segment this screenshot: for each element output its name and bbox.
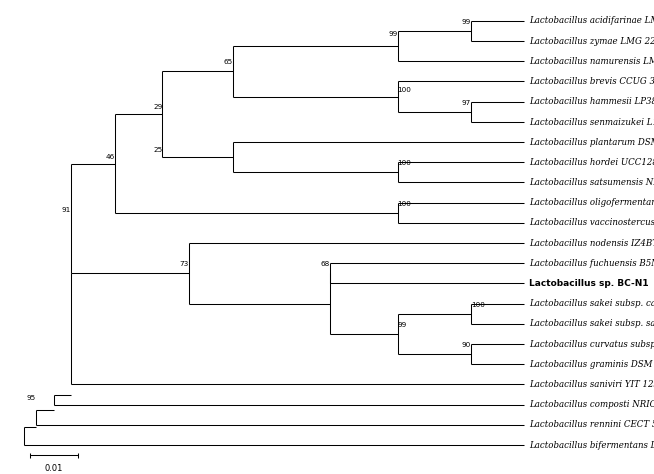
Text: 73: 73 [180, 261, 189, 267]
Text: Lactobacillus composti NRIC 0689T (AB268118): Lactobacillus composti NRIC 0689T (AB268… [528, 400, 654, 409]
Text: 91: 91 [62, 207, 71, 213]
Text: Lactobacillus bifermentans DSM 20003T (M58809): Lactobacillus bifermentans DSM 20003T (M… [528, 440, 654, 449]
Text: Lactobacillus oligofermentans AMKR18T (AY733084): Lactobacillus oligofermentans AMKR18T (A… [528, 198, 654, 207]
Text: 95: 95 [27, 394, 36, 401]
Text: Lactobacillus sakei subsp. sakei DSM 20017T (AY204893): Lactobacillus sakei subsp. sakei DSM 200… [528, 319, 654, 328]
Text: Lactobacillus satsumensis NRIC0604T (AB154519): Lactobacillus satsumensis NRIC0604T (AB1… [528, 178, 654, 187]
Text: 99: 99 [398, 322, 407, 328]
Text: 100: 100 [471, 301, 485, 308]
Text: Lactobacillus curvatus subsp. curvatus DSM 20019T (AY204894): Lactobacillus curvatus subsp. curvatus D… [528, 339, 654, 348]
Text: Lactobacillus plantarum DSM 20174T (X52653): Lactobacillus plantarum DSM 20174T (X526… [528, 137, 654, 146]
Text: Lactobacillus hordei UCC128T (EU074850): Lactobacillus hordei UCC128T (EU074850) [528, 158, 654, 167]
Text: 29: 29 [153, 104, 162, 110]
Text: 100: 100 [398, 87, 411, 92]
Text: 25: 25 [153, 147, 162, 153]
Text: Lactobacillus saniviri YIT 12363T (AB602569): Lactobacillus saniviri YIT 12363T (AB602… [528, 380, 654, 389]
Text: 97: 97 [462, 100, 471, 106]
Text: Lactobacillus acidifarinae LMG 22200T (AJ632158): Lactobacillus acidifarinae LMG 22200T (A… [528, 16, 654, 26]
Text: 90: 90 [462, 342, 471, 348]
Text: Lactobacillus brevis CCUG 30670T (M58810): Lactobacillus brevis CCUG 30670T (M58810… [528, 77, 654, 86]
Text: 100: 100 [398, 160, 411, 166]
Text: Lactobacillus rennini CECT 5923T (AJ576008): Lactobacillus rennini CECT 5923T (AJ5760… [528, 420, 654, 429]
Text: Lactobacillus fuchuensis B5M10T (AB063479): Lactobacillus fuchuensis B5M10T (AB06347… [528, 259, 654, 268]
Text: Lactobacillus senmaizukei L13T (AB297927): Lactobacillus senmaizukei L13T (AB297927… [528, 118, 654, 127]
Text: Lactobacillus zymae LMG 22198T (AJ632157): Lactobacillus zymae LMG 22198T (AJ632157… [528, 36, 654, 46]
Text: 99: 99 [388, 31, 398, 37]
Text: 68: 68 [320, 261, 330, 267]
Text: Lactobacillus nodensis IZ4BT (AB332024): Lactobacillus nodensis IZ4BT (AB332024) [528, 238, 654, 247]
Text: 100: 100 [398, 201, 411, 207]
Text: Lactobacillus sakei subsp. carnosus CCUG 31331T (AY204892): Lactobacillus sakei subsp. carnosus CCUG… [528, 299, 654, 308]
Text: Lactobacillus graminis DSM 20719T (AM113778): Lactobacillus graminis DSM 20719T (AM113… [528, 360, 654, 369]
Text: 0.01: 0.01 [45, 464, 63, 473]
Text: 99: 99 [462, 19, 471, 25]
Text: 65: 65 [224, 59, 233, 65]
Text: Lactobacillus vaccinostercus LMG9215T (AJ621556): Lactobacillus vaccinostercus LMG9215T (A… [528, 219, 654, 228]
Text: Lactobacillus sp. BC-N1: Lactobacillus sp. BC-N1 [528, 279, 648, 288]
Text: Lactobacillus namurensis LMG 23584T (AM259119): Lactobacillus namurensis LMG 23584T (AM2… [528, 57, 654, 66]
Text: Lactobacillus hammesii LP38T (AJ632219): Lactobacillus hammesii LP38T (AJ632219) [528, 97, 654, 106]
Text: 46: 46 [106, 154, 115, 160]
